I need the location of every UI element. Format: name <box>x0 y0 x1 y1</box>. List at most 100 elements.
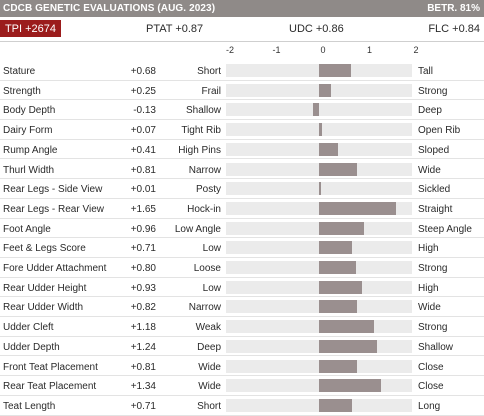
trait-low-label: Tight Rib <box>181 125 221 137</box>
trait-low-label: Low Angle <box>174 223 221 235</box>
trait-bar <box>319 123 323 137</box>
trait-high-label: Straight <box>418 203 453 215</box>
trait-row: Rear Udder Width +0.82 Narrow Wide <box>0 297 484 318</box>
trait-row: Dairy Form +0.07 Tight Rib Open Rib <box>0 120 484 140</box>
trait-low-label: Short <box>197 400 221 412</box>
trait-row: Rump Angle +0.41 High Pins Sloped <box>0 140 484 160</box>
trait-value: +0.80 <box>130 263 156 274</box>
trait-low-label: Low <box>202 282 221 294</box>
row-divider <box>0 99 484 101</box>
trait-value: +1.34 <box>130 381 156 393</box>
trait-bar <box>319 398 352 412</box>
trait-high-label: Open Rib <box>418 125 461 137</box>
trait-row: Fore Udder Attachment +0.80 Loose Strong <box>0 258 484 278</box>
trait-high-label: Strong <box>418 85 448 97</box>
summary-row: TPI +2674 PTAT +0.87 UDC +0.86 FLC +0.84 <box>0 19 484 41</box>
trait-row: Udder Depth +1.24 Deep Shallow <box>0 337 484 357</box>
trait-row: Front Teat Placement +0.81 Wide Close <box>0 357 484 377</box>
trait-value: +0.07 <box>130 125 156 137</box>
trait-bar-track <box>226 280 412 294</box>
trait-high-label: High <box>418 243 439 255</box>
trait-name: Thurl Width <box>3 164 55 176</box>
trait-bar <box>312 103 319 117</box>
axis-tick-label: 0 <box>320 45 326 55</box>
trait-value: +1.24 <box>130 341 156 353</box>
trait-bar-track <box>226 221 412 235</box>
trait-value: +0.68 <box>130 66 156 77</box>
row-divider <box>0 316 484 318</box>
trait-name: Udder Depth <box>3 341 60 353</box>
trait-high-label: Close <box>418 381 444 393</box>
trait-name: Rump Angle <box>3 144 58 156</box>
trait-bar <box>319 83 331 97</box>
trait-value: +0.71 <box>130 243 156 255</box>
trait-high-label: Shallow <box>418 341 454 353</box>
ptat-value: PTAT +0.87 <box>146 23 204 35</box>
trait-name: Stature <box>3 66 36 77</box>
trait-low-label: Deep <box>197 341 221 353</box>
tpi-badge: TPI +2674 <box>0 20 61 37</box>
row-divider <box>0 355 484 357</box>
row-divider <box>0 375 484 377</box>
row-divider <box>0 256 484 258</box>
row-divider <box>0 138 484 140</box>
trait-low-label: Narrow <box>188 164 221 176</box>
row-divider <box>0 394 484 396</box>
evaluation-header: CDCB GENETIC EVALUATIONS (AUG. 2023) BET… <box>0 0 484 17</box>
trait-bar-track <box>226 339 412 353</box>
trait-name: Strength <box>3 85 41 97</box>
trait-row: Rear Legs - Side View +0.01 Posty Sickled <box>0 179 484 199</box>
trait-low-label: Wide <box>198 361 221 373</box>
trait-high-label: Sickled <box>418 184 451 196</box>
trait-value: +0.93 <box>130 282 156 294</box>
trait-value: +0.96 <box>130 223 156 235</box>
trait-high-label: Wide <box>418 302 441 314</box>
trait-bar <box>319 261 357 274</box>
trait-name: Rear Udder Width <box>3 302 84 314</box>
trait-name: Front Teat Placement <box>3 361 98 373</box>
trait-bar-track <box>226 300 412 314</box>
trait-bar-track <box>226 123 412 137</box>
trait-low-label: Short <box>197 66 221 77</box>
row-divider <box>0 217 484 219</box>
trait-bar <box>319 201 396 215</box>
axis-tick-label: -2 <box>225 45 234 55</box>
trait-value: +0.81 <box>130 361 156 373</box>
trait-low-label: Wide <box>198 381 221 393</box>
trait-bar <box>319 379 382 393</box>
trait-row: Thurl Width +0.81 Narrow Wide <box>0 160 484 180</box>
trait-high-label: Sloped <box>418 144 450 156</box>
row-divider <box>0 197 484 199</box>
trait-bar <box>319 221 364 235</box>
trait-row: Teat Length +0.71 Short Long <box>0 396 484 416</box>
trait-row: Feet & Legs Score +0.71 Low High <box>0 238 484 258</box>
trait-high-label: Strong <box>418 263 448 274</box>
row-divider <box>0 276 484 278</box>
trait-bar-track <box>226 241 412 255</box>
trait-name: Rear Legs - Side View <box>3 184 103 196</box>
trait-bar <box>319 280 363 294</box>
trait-name: Rear Legs - Rear View <box>3 203 104 215</box>
row-divider <box>0 296 484 298</box>
trait-high-label: Steep Angle <box>418 223 472 235</box>
trait-bar-track <box>226 162 412 176</box>
trait-name: Rear Teat Placement <box>3 381 97 393</box>
trait-name: Body Depth <box>3 105 56 117</box>
trait-bar-track <box>226 359 412 373</box>
trait-name: Fore Udder Attachment <box>3 263 107 274</box>
evaluation-title: CDCB GENETIC EVALUATIONS (AUG. 2023) <box>3 3 216 14</box>
trait-high-label: Tall <box>418 66 434 77</box>
trait-value: +0.01 <box>130 184 156 196</box>
trait-high-label: Long <box>418 400 441 412</box>
trait-low-label: Loose <box>193 263 221 274</box>
trait-bar-track <box>226 261 412 274</box>
summary-divider <box>0 41 484 42</box>
trait-value: +1.18 <box>130 322 156 334</box>
trait-value: +0.82 <box>130 302 156 314</box>
trait-row: Rear Teat Placement +1.34 Wide Close <box>0 376 484 396</box>
trait-bar-track <box>226 182 412 196</box>
trait-bar <box>319 359 357 373</box>
row-divider <box>0 119 484 121</box>
trait-bar <box>319 241 352 255</box>
trait-name: Teat Length <box>3 400 56 412</box>
